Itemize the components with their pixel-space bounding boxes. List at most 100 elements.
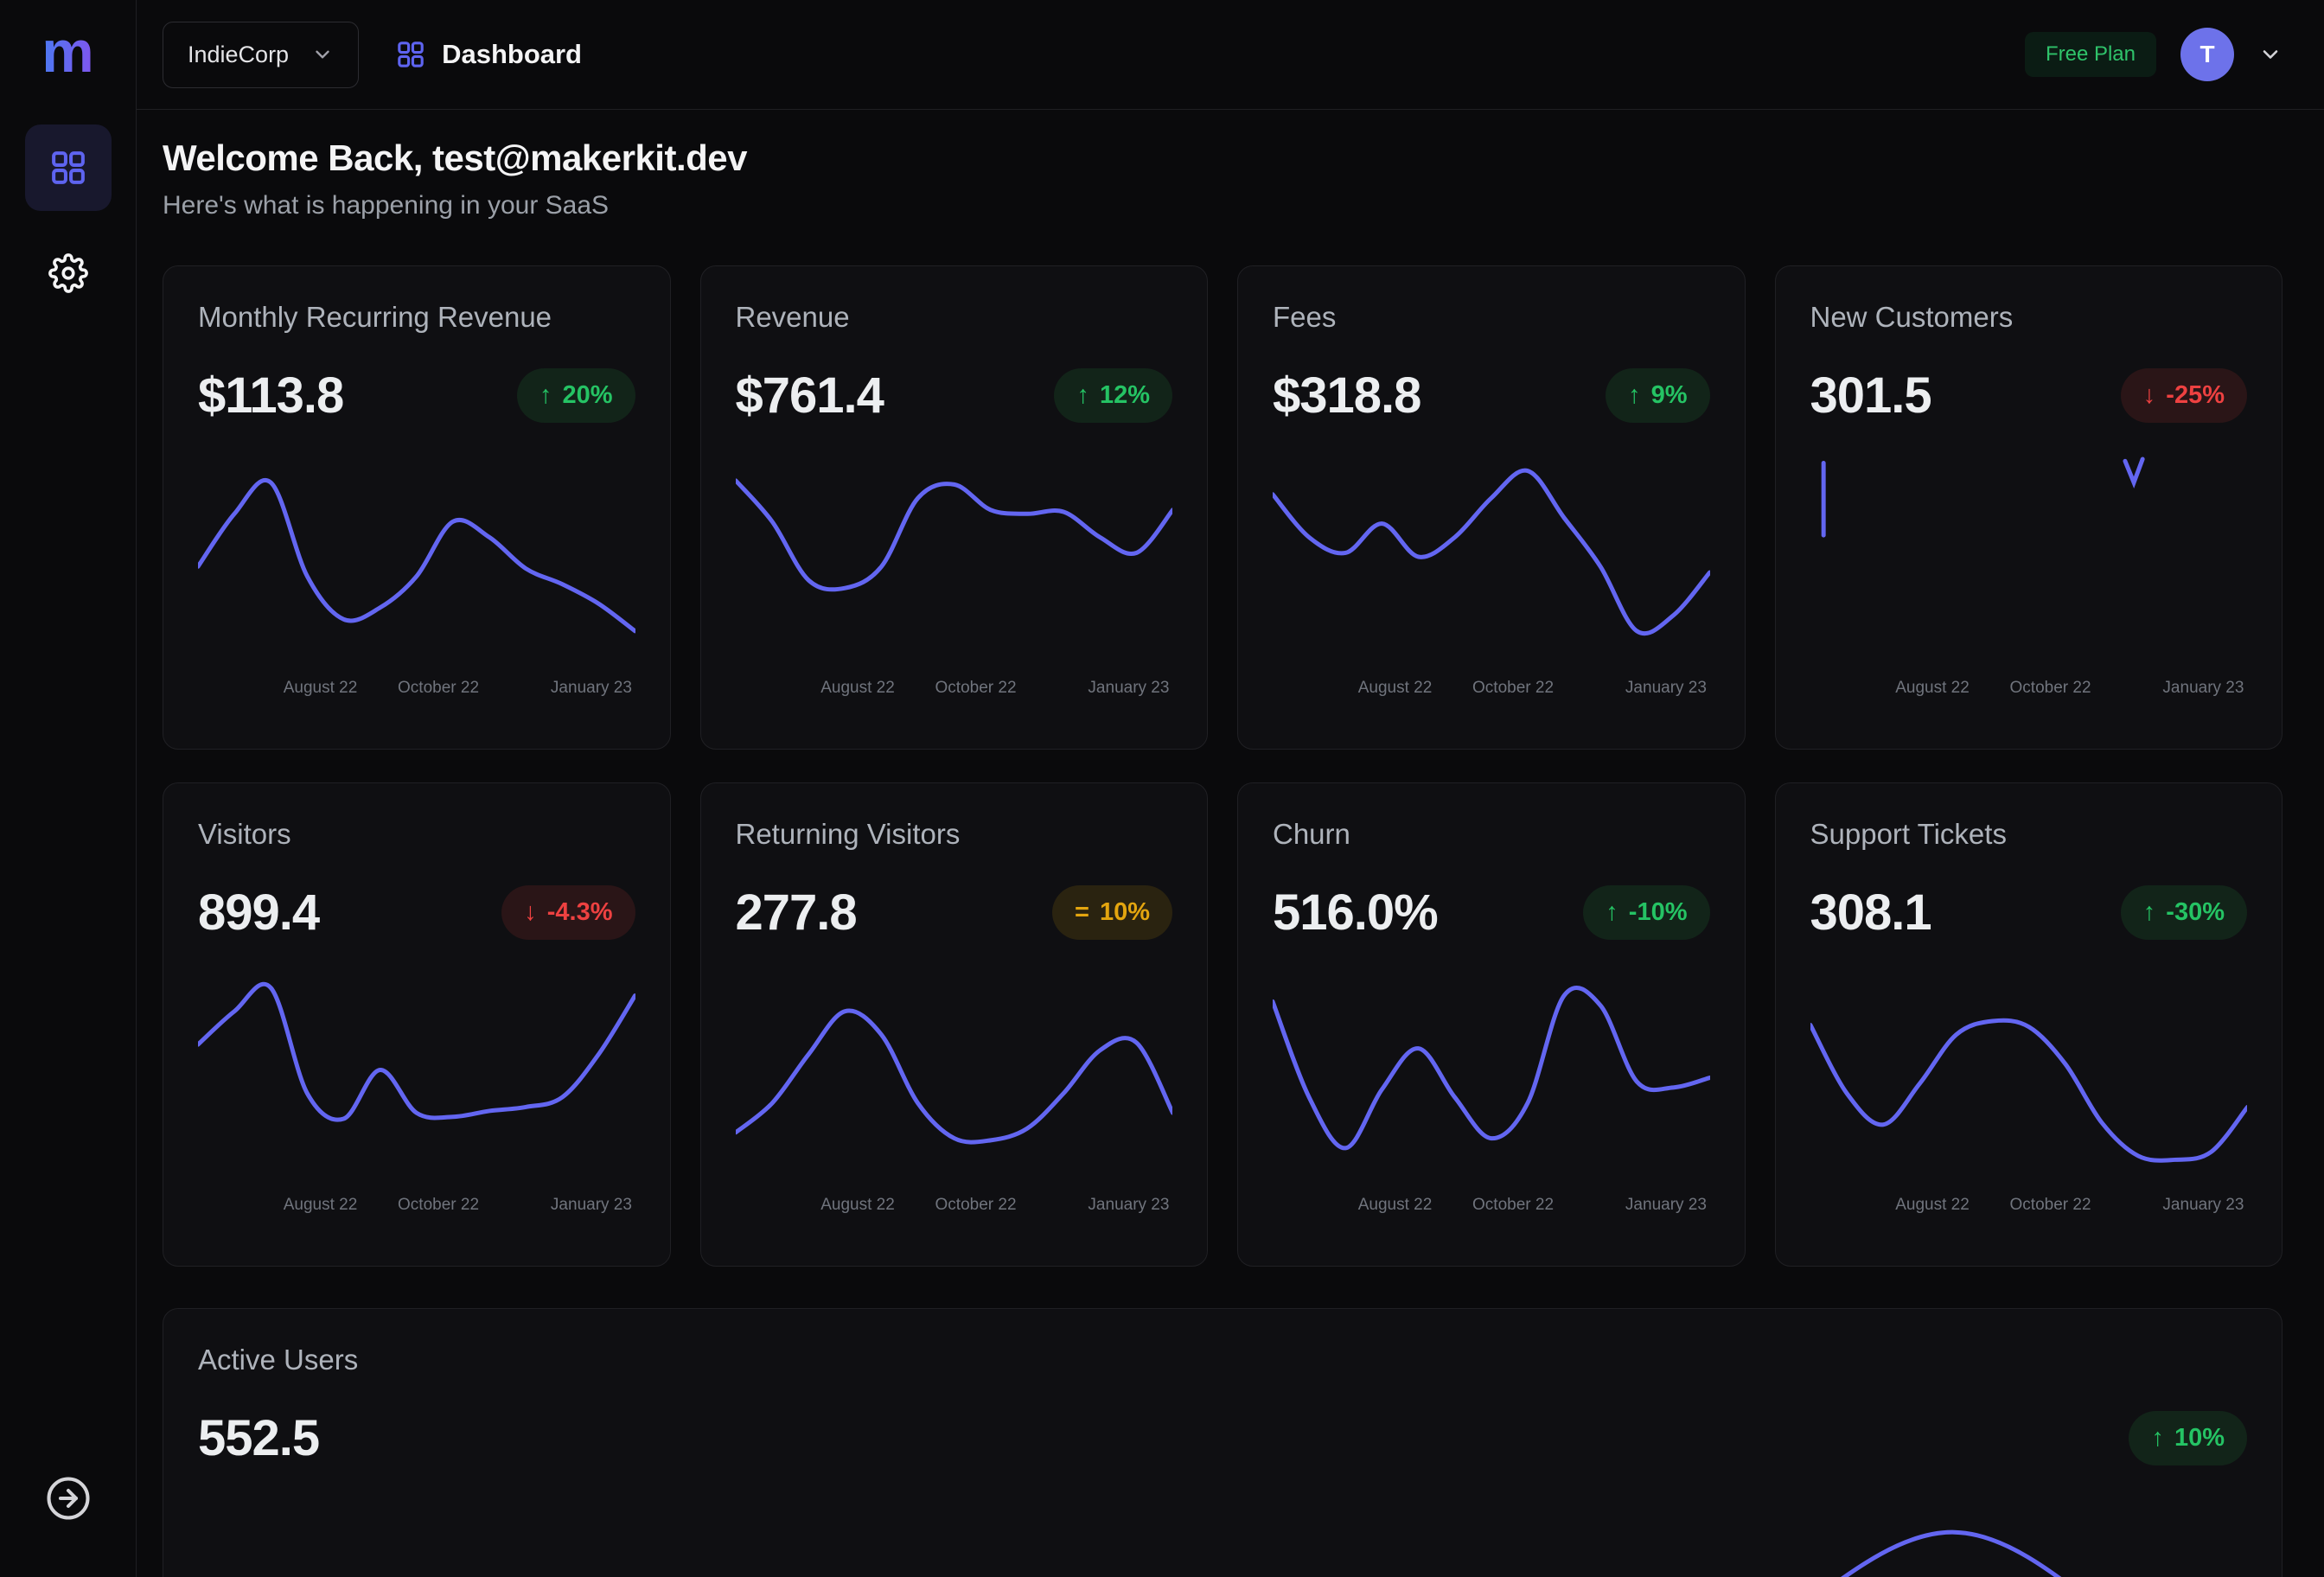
card-title: Churn [1273, 818, 1350, 850]
sparkline-chart [736, 966, 1173, 1182]
sparkline-chart [1273, 966, 1710, 1182]
card-value: 277.8 [735, 884, 858, 941]
x-axis-labels: August 22 October 22 January 23 [198, 1196, 635, 1220]
account-chevron-down-icon[interactable] [2258, 42, 2282, 67]
x-axis-label: October 22 [2009, 1196, 2091, 1214]
stats-grid: Monthly Recurring Revenue $113.8 ↑ 20% A… [163, 265, 2282, 1267]
x-axis-label: January 23 [1625, 679, 1707, 697]
stat-card-mrr: Monthly Recurring Revenue $113.8 ↑ 20% A… [163, 265, 671, 750]
workspace-name: IndieCorp [188, 41, 290, 67]
welcome-subtitle: Here's what is happening in your SaaS [163, 191, 610, 220]
arrow-right-circle-icon [46, 1477, 90, 1520]
stat-card-new-customers: New Customers 301.5 ↓ -25% August 22 Oct… [1774, 265, 2282, 750]
x-axis-label: January 23 [550, 1196, 632, 1214]
workspace-selector[interactable]: IndieCorp [163, 21, 360, 88]
plan-badge[interactable]: Free Plan [2024, 32, 2156, 77]
x-axis-label: October 22 [1472, 1196, 1555, 1214]
x-axis-label: January 23 [550, 679, 632, 697]
x-axis-labels: August 22 October 22 January 23 [1273, 679, 1710, 703]
x-axis-label: October 22 [935, 1196, 1017, 1214]
x-axis-label: August 22 [283, 679, 358, 697]
card-value: $318.8 [1273, 367, 1421, 424]
x-axis-label: August 22 [820, 679, 895, 697]
collapse-sidebar-button[interactable] [45, 1475, 92, 1522]
stat-card-churn: Churn 516.0% ↑ -10% August 22 October 22… [1237, 782, 1746, 1267]
stat-card-visitors: Visitors 899.4 ↓ -4.3% August 22 October… [163, 782, 671, 1267]
stat-card-revenue: Revenue $761.4 ↑ 12% August 22 October 2… [699, 265, 1208, 750]
card-title: Active Users [198, 1344, 359, 1376]
trend-badge: ↑ 20% [516, 368, 635, 423]
gear-icon [48, 253, 88, 293]
welcome-heading: Welcome Back, test@makerkit.dev [163, 137, 748, 178]
trend-value: -25% [2166, 381, 2225, 409]
trend-arrow-icon: ↑ [2151, 1424, 2164, 1452]
active-users-chart [198, 1493, 2247, 1577]
trend-value: 20% [562, 381, 613, 409]
sparkline-chart [736, 449, 1173, 665]
page-title: Dashboard [442, 39, 582, 69]
trend-badge: ↑ 10% [2129, 1411, 2247, 1465]
card-title: Returning Visitors [735, 818, 961, 850]
trend-badge: ↑ 12% [1054, 368, 1172, 423]
card-value: 516.0% [1273, 884, 1439, 941]
card-title: Support Tickets [1810, 818, 2007, 850]
trend-arrow-icon: ↓ [524, 898, 537, 926]
x-axis-labels: August 22 October 22 January 23 [198, 679, 635, 703]
stat-card-fees: Fees $318.8 ↑ 9% August 22 October 22 Ja… [1237, 265, 1746, 750]
trend-badge: ↑ 9% [1606, 368, 1710, 423]
trend-badge: ↓ -4.3% [501, 885, 635, 940]
sparkline-chart [198, 449, 635, 665]
trend-arrow-icon: ↑ [1606, 898, 1618, 926]
x-axis-labels: August 22 October 22 January 23 [736, 679, 1173, 703]
x-axis-label: January 23 [2162, 679, 2244, 697]
trend-value: -10% [1628, 898, 1688, 926]
card-title: New Customers [1810, 301, 2014, 333]
grid-icon [48, 148, 88, 188]
avatar[interactable]: T [2180, 28, 2234, 81]
makerkit-logo: m [42, 19, 94, 85]
x-axis-labels: August 22 October 22 January 23 [1810, 679, 2248, 703]
x-axis-labels: August 22 October 22 January 23 [1273, 1196, 1710, 1220]
x-axis-labels: August 22 October 22 January 23 [736, 1196, 1173, 1220]
card-value: 899.4 [198, 884, 320, 941]
x-axis-label: January 23 [1625, 1196, 1707, 1214]
dashboard-content: Welcome Back, test@makerkit.dev Here's w… [137, 110, 2324, 1577]
sparkline-chart [1273, 449, 1710, 665]
stat-card-active-users: Active Users 552.5 ↑ 10% [163, 1308, 2282, 1577]
x-axis-label: August 22 [820, 1196, 895, 1214]
card-title: Monthly Recurring Revenue [198, 301, 552, 333]
card-value: 552.5 [198, 1410, 320, 1466]
card-value: 308.1 [1810, 884, 1932, 941]
top-bar-right: Free Plan T [2024, 28, 2282, 81]
sidebar-item-dashboard[interactable] [24, 124, 112, 211]
x-axis-label: October 22 [398, 1196, 480, 1214]
card-value: $761.4 [735, 367, 884, 424]
trend-arrow-icon: ↑ [1628, 381, 1641, 409]
x-axis-labels: August 22 October 22 January 23 [1810, 1196, 2248, 1220]
trend-arrow-icon: ↑ [2142, 898, 2156, 926]
card-title: Fees [1273, 301, 1337, 333]
x-axis-label: October 22 [935, 679, 1017, 697]
trend-badge: ↑ -30% [2120, 885, 2247, 940]
trend-arrow-icon: ↑ [1076, 381, 1089, 409]
top-bar: IndieCorp Dashboard Free Plan [137, 0, 2324, 110]
stat-card-returning-visitors: Returning Visitors 277.8 = 10% August 22… [699, 782, 1208, 1267]
sparkline-chart [1810, 966, 2248, 1182]
x-axis-label: August 22 [1357, 679, 1433, 697]
card-title: Visitors [198, 818, 291, 850]
card-title: Revenue [735, 301, 850, 333]
sparkline-chart [1810, 449, 2248, 665]
sidebar-item-settings[interactable] [25, 230, 112, 316]
trend-value: 10% [2174, 1424, 2225, 1452]
trend-value: 10% [1099, 898, 1150, 926]
x-axis-label: January 23 [1088, 1196, 1170, 1214]
stat-card-support-tickets: Support Tickets 308.1 ↑ -30% August 22 O… [1774, 782, 2282, 1267]
trend-badge: = 10% [1052, 885, 1172, 940]
card-value: $113.8 [198, 367, 344, 424]
sidebar: m [0, 0, 137, 1577]
trend-badge: ↑ -10% [1583, 885, 1710, 940]
x-axis-label: August 22 [1895, 1196, 1970, 1214]
x-axis-label: January 23 [2162, 1196, 2244, 1214]
x-axis-label: October 22 [1472, 679, 1555, 697]
x-axis-label: August 22 [283, 1196, 358, 1214]
